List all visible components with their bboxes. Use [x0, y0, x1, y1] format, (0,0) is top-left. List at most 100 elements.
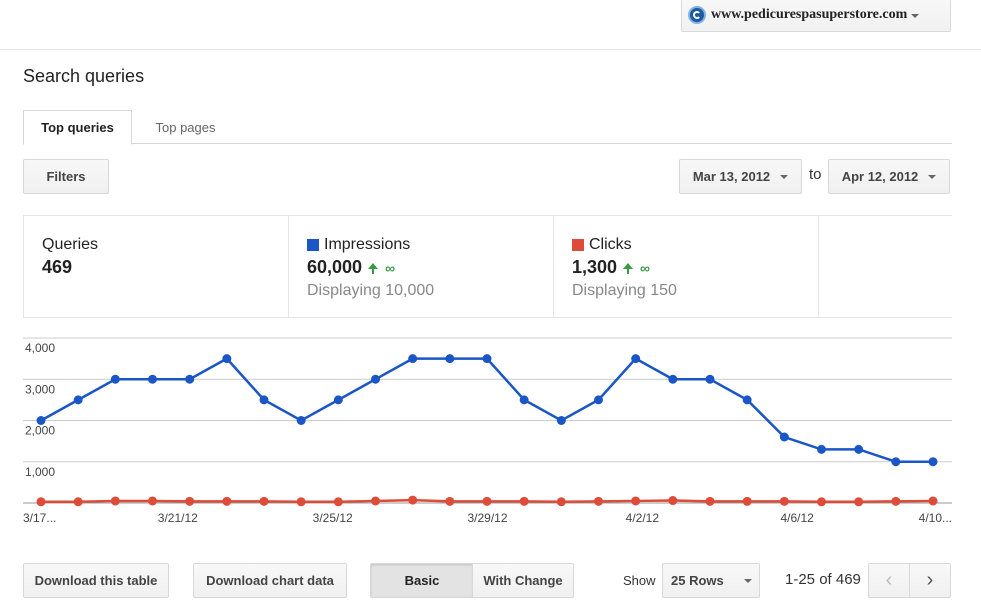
- filters-button[interactable]: Filters: [23, 159, 109, 194]
- clicks-point: [594, 496, 603, 506]
- tab-top-pages[interactable]: Top pages: [155, 119, 216, 135]
- line-chart: 1,000 2,000 3,000 4,000 3/17... 3/21/12 3/25/1…: [0, 330, 981, 530]
- chevron-down-icon: [743, 578, 752, 583]
- impressions-point: [259, 395, 269, 405]
- x-tick-label: 3/17...: [23, 511, 56, 525]
- site-logo-icon: [688, 5, 706, 24]
- clicks-point: [668, 496, 678, 506]
- clicks-point: [779, 496, 789, 506]
- basic-toggle[interactable]: Basic: [370, 563, 473, 598]
- impressions-point: [36, 416, 46, 425]
- impressions-point: [371, 374, 380, 384]
- metric-sub: Displaying 150: [572, 282, 677, 299]
- impressions-point: [705, 374, 715, 384]
- clicks-point: [854, 497, 864, 507]
- clicks-point: [519, 496, 529, 506]
- chart-svg: 1,000 2,000 3,000 4,000 3/17... 3/21/12 3/25/1…: [23, 337, 952, 525]
- metric-clicks[interactable]: Clicks 1,300 ∞ Displaying 150: [554, 216, 819, 318]
- impressions-point: [73, 395, 83, 405]
- clicks-point: [928, 496, 938, 506]
- y-tick-label: 3,000: [25, 382, 55, 396]
- clicks-point: [333, 497, 343, 507]
- x-tick-label: 4/2/12: [626, 511, 660, 525]
- impressions-line: [40, 357, 933, 463]
- metric-label: Impressions: [324, 236, 411, 253]
- metric-sub: Displaying 10,000: [307, 282, 435, 299]
- impressions-point: [445, 354, 455, 364]
- x-tick-label: 4/6/12: [780, 511, 814, 525]
- clicks-point: [556, 497, 566, 507]
- metric-queries: Queries 469: [23, 216, 289, 318]
- up-arrow-icon: [623, 262, 634, 274]
- clicks-point: [36, 497, 46, 507]
- x-tick-label: 3/21/12: [158, 511, 198, 525]
- metric-value: 469: [42, 257, 73, 277]
- clicks-point: [371, 496, 380, 506]
- clicks-swatch: [572, 239, 584, 251]
- chevron-left-icon: ‹: [885, 569, 893, 591]
- clicks-point: [445, 496, 455, 506]
- prev-page-button[interactable]: ‹: [868, 563, 910, 598]
- impressions-point: [817, 444, 826, 454]
- impressions-point: [854, 444, 864, 454]
- clicks-point: [296, 497, 306, 507]
- chevron-down-icon: [928, 174, 937, 179]
- x-tick-label: 3/25/12: [313, 511, 353, 525]
- rows-select[interactable]: 25 Rows: [662, 563, 760, 598]
- metric-value: 1,300: [572, 257, 618, 277]
- with-change-toggle[interactable]: With Change: [472, 563, 574, 598]
- impressions-point: [556, 416, 566, 425]
- clicks-point: [742, 496, 752, 506]
- clicks-point: [482, 496, 492, 506]
- clicks-point: [73, 497, 83, 507]
- metric-change: ∞: [385, 259, 396, 276]
- metric-impressions[interactable]: Impressions 60,000 ∞ Displaying 10,000: [289, 216, 554, 318]
- clicks-point: [891, 496, 901, 506]
- impressions-point: [891, 457, 901, 467]
- date-to-value: Apr 12, 2012: [841, 169, 919, 184]
- clicks-point: [185, 496, 195, 506]
- x-tick-label: 3/29/12: [467, 511, 507, 525]
- date-from-select[interactable]: Mar 13, 2012: [679, 159, 802, 194]
- impressions-point: [185, 374, 195, 384]
- x-tick-label: 4/10...: [919, 511, 952, 525]
- clicks-point: [705, 496, 715, 506]
- top-bar: www.pedicurespasuperstore.com: [0, 0, 981, 50]
- y-tick-label: 2,000: [25, 424, 55, 438]
- clicks-point: [631, 496, 641, 506]
- y-tick-label: 1,000: [25, 465, 55, 479]
- clicks-point: [817, 497, 826, 507]
- tab-top-queries[interactable]: Top queries: [23, 110, 132, 145]
- metric-change: ∞: [640, 259, 651, 276]
- date-from-value: Mar 13, 2012: [692, 169, 771, 184]
- next-page-button[interactable]: ›: [909, 563, 951, 598]
- impressions-point: [408, 354, 418, 364]
- metrics-panel: Queries 469 Impressions 60,000 ∞ Display…: [23, 215, 952, 318]
- impressions-point: [296, 416, 306, 425]
- impressions-swatch: [307, 239, 319, 251]
- clicks-point: [222, 496, 232, 506]
- impressions-point: [148, 374, 157, 384]
- date-to-select[interactable]: Apr 12, 2012: [828, 159, 950, 194]
- y-tick-label: 4,000: [25, 341, 55, 355]
- download-table-button[interactable]: Download this table: [23, 563, 169, 598]
- impressions-point: [333, 395, 343, 405]
- chevron-right-icon: ›: [926, 569, 934, 591]
- clicks-point: [148, 496, 157, 506]
- download-chart-button[interactable]: Download chart data: [193, 563, 347, 598]
- impressions-point: [110, 374, 120, 384]
- date-to-label: to: [809, 166, 822, 183]
- impressions-point: [668, 374, 678, 384]
- clicks-point: [259, 496, 269, 506]
- tab-bar: Top queries Top pages: [23, 110, 952, 145]
- chevron-down-icon: [911, 14, 920, 18]
- chevron-down-icon: [780, 174, 789, 179]
- metric-label: Clicks: [589, 236, 632, 253]
- impressions-point: [742, 395, 752, 405]
- impressions-point: [222, 354, 232, 364]
- site-name: www.pedicurespasuperstore.com: [711, 6, 908, 22]
- impressions-point: [631, 354, 641, 364]
- site-selector[interactable]: www.pedicurespasuperstore.com: [681, 0, 951, 32]
- clicks-point: [408, 495, 418, 505]
- up-arrow-icon: [368, 262, 379, 274]
